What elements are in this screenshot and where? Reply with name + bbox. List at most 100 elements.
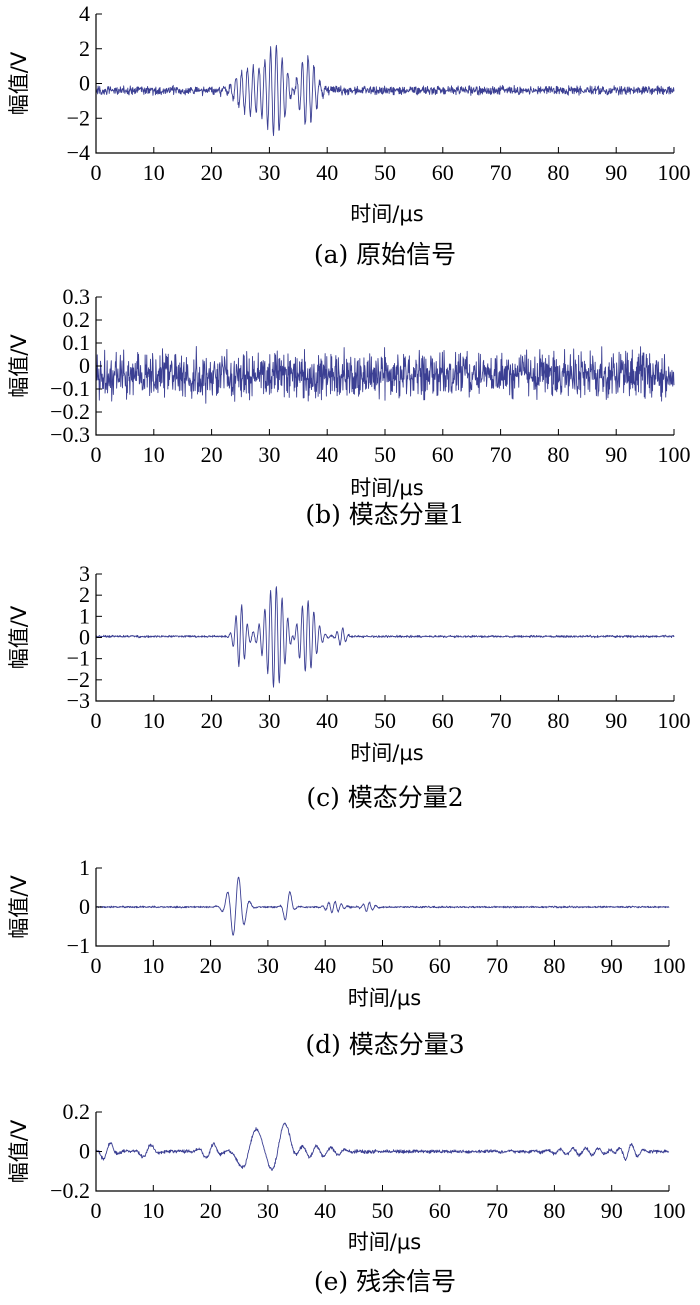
y-tick-label-b-6: −0.3 [50, 422, 90, 447]
y-tick-label-b-4: −0.1 [50, 376, 90, 401]
x-tick-label-e-2: 20 [200, 1198, 222, 1223]
x-tick-label-b-10: 100 [658, 442, 691, 467]
y-tick-label-b-0: 0.3 [63, 284, 91, 309]
x-axis-label-c: 时间/μs [350, 741, 423, 765]
x-tick-label-b-6: 60 [432, 442, 454, 467]
x-tick-label-d-0: 0 [91, 953, 102, 978]
x-tick-label-a-6: 60 [432, 160, 454, 185]
y-tick-label-b-1: 0.2 [63, 307, 91, 332]
signal-trace-b [95, 346, 675, 404]
x-tick-label-e-0: 0 [91, 1198, 102, 1223]
x-tick-label-a-3: 30 [258, 160, 280, 185]
x-tick-label-c-5: 50 [374, 708, 396, 733]
x-tick-label-a-9: 90 [605, 160, 627, 185]
x-axis-label-a: 时间/μs [350, 202, 423, 226]
y-tick-label-c-4: −1 [67, 646, 90, 671]
y-tick-label-a-3: −2 [67, 105, 90, 130]
y-tick-label-d-2: −1 [67, 933, 90, 958]
x-tick-label-c-0: 0 [91, 708, 102, 733]
x-tick-label-c-4: 40 [316, 708, 338, 733]
y-tick-label-e-2: −0.2 [50, 1178, 90, 1203]
y-tick-label-b-3: 0 [79, 353, 90, 378]
x-tick-label-c-1: 10 [143, 708, 165, 733]
x-tick-label-b-9: 90 [605, 442, 627, 467]
x-tick-label-a-2: 20 [201, 160, 223, 185]
y-axis-label-b: 幅值/V [7, 334, 31, 398]
x-tick-label-d-10: 100 [653, 953, 686, 978]
x-tick-label-e-5: 50 [372, 1198, 394, 1223]
y-tick-label-c-6: −3 [67, 688, 90, 713]
x-tick-label-d-2: 20 [200, 953, 222, 978]
x-tick-label-d-6: 60 [429, 953, 451, 978]
x-tick-label-d-1: 10 [142, 953, 164, 978]
y-tick-label-a-4: −4 [67, 140, 90, 165]
x-tick-label-a-4: 40 [316, 160, 338, 185]
y-tick-label-c-1: 2 [79, 582, 90, 607]
panel-e-residual-signal: (e) 残余信号 0 10 20 30 40 50 60 70 80 90 1000.20−0.2时… [7, 1099, 686, 1296]
caption-c: (c) 模态分量2 [306, 783, 463, 812]
signal-trace-c [95, 586, 675, 688]
y-tick-label-d-1: 0 [79, 894, 90, 919]
y-tick-label-d-0: 1 [79, 855, 90, 880]
panel-a-original-signal: (a) 原始信号 0 10 20 30 40 50 60 70 80 90 100420−2−4时间… [7, 1, 691, 269]
y-axis-label-e: 幅值/V [7, 1119, 31, 1183]
x-tick-label-b-8: 80 [547, 442, 569, 467]
x-tick-label-d-4: 40 [314, 953, 336, 978]
x-tick-label-c-10: 100 [658, 708, 691, 733]
x-tick-label-c-8: 80 [547, 708, 569, 733]
y-tick-label-b-5: −0.2 [50, 399, 90, 424]
y-tick-label-c-3: 0 [79, 625, 90, 650]
y-tick-label-c-0: 3 [79, 561, 90, 586]
panel-d-mode-component-3: (d) 模态分量3 0 10 20 30 40 50 60 70 80 90 10010−1时间/μ… [7, 855, 686, 1059]
panel-c-mode-component-2: (c) 模态分量2 0 10 20 30 40 50 60 70 80 90 1003210−1−2… [7, 561, 691, 812]
x-tick-label-b-2: 20 [201, 442, 223, 467]
x-tick-label-a-1: 10 [143, 160, 165, 185]
caption-b: (b) 模态分量1 [305, 500, 464, 529]
x-tick-label-c-3: 30 [258, 708, 280, 733]
x-tick-label-d-9: 90 [601, 953, 623, 978]
x-tick-label-a-0: 0 [91, 160, 102, 185]
x-tick-label-c-7: 70 [490, 708, 512, 733]
x-tick-label-c-2: 20 [201, 708, 223, 733]
y-axis-label-c: 幅值/V [7, 605, 31, 669]
signal-trace-e [95, 1122, 670, 1172]
x-tick-label-d-5: 50 [372, 953, 394, 978]
x-axis-label-d: 时间/μs [348, 986, 421, 1010]
y-tick-label-c-2: 1 [79, 603, 90, 628]
x-tick-label-a-10: 100 [658, 160, 691, 185]
x-tick-label-b-4: 40 [316, 442, 338, 467]
y-axis-label-d: 幅值/V [7, 875, 31, 939]
y-tick-label-b-2: 0.1 [63, 330, 91, 355]
x-tick-label-a-8: 80 [547, 160, 569, 185]
x-tick-label-d-7: 70 [486, 953, 508, 978]
x-tick-label-e-3: 30 [257, 1198, 279, 1223]
x-tick-label-c-9: 90 [605, 708, 627, 733]
y-tick-label-a-1: 2 [79, 36, 90, 61]
y-tick-label-a-0: 4 [79, 1, 90, 26]
x-tick-label-e-4: 40 [314, 1198, 336, 1223]
x-tick-label-a-7: 70 [490, 160, 512, 185]
x-tick-label-e-7: 70 [486, 1198, 508, 1223]
x-tick-label-c-6: 60 [432, 708, 454, 733]
x-tick-label-b-5: 50 [374, 442, 396, 467]
caption-d: (d) 模态分量3 [305, 1030, 464, 1059]
y-tick-label-e-1: 0 [79, 1139, 90, 1164]
y-tick-label-e-0: 0.2 [63, 1099, 91, 1124]
signal-trace-d [95, 876, 670, 936]
x-tick-label-e-8: 80 [543, 1198, 565, 1223]
x-tick-label-a-5: 50 [374, 160, 396, 185]
x-tick-label-e-1: 10 [142, 1198, 164, 1223]
x-tick-label-d-3: 30 [257, 953, 279, 978]
y-tick-label-c-5: −2 [67, 667, 90, 692]
x-axis-label-b: 时间/μs [350, 476, 423, 500]
caption-a: (a) 原始信号 [314, 240, 456, 269]
caption-e: (e) 残余信号 [314, 1267, 456, 1296]
y-axis-label-a: 幅值/V [7, 51, 31, 115]
x-tick-label-e-9: 90 [601, 1198, 623, 1223]
y-tick-label-a-2: 0 [79, 71, 90, 96]
x-tick-label-e-6: 60 [429, 1198, 451, 1223]
panel-b-mode-component-1: (b) 模态分量1 0 10 20 30 40 50 60 70 80 90 100 0.30.20.… [7, 284, 691, 529]
x-tick-label-b-0: 0 [91, 442, 102, 467]
